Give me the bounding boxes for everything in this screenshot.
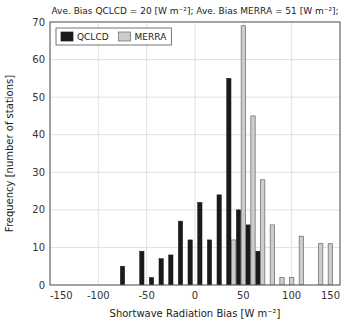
bar [140,251,144,285]
bar [256,251,260,285]
y-tick-label: 70 [32,17,45,28]
series-0 [120,78,260,285]
x-tick-label: -150 [50,290,73,301]
x-axis-label: Shortwave Radiation Bias [W m⁻²] [110,308,281,319]
x-grid-line [146,22,147,285]
bar [270,225,274,285]
legend-label: MERRA [135,32,168,42]
x-tick-label: 100 [282,290,301,301]
y-tick-label: 40 [32,129,45,140]
y-tick-label: 0 [39,280,45,291]
y-tick-label: 20 [32,204,45,215]
bar [159,259,163,285]
bar [328,244,332,285]
bar [120,266,124,285]
y-tick-label: 10 [32,242,45,253]
legend-box [56,28,171,45]
y-tick-label: 30 [32,167,45,178]
legend: QCLCD MERRA [56,28,171,45]
plot-frame [50,22,340,285]
series-1 [231,26,332,285]
x-grid-line [195,22,196,285]
x-tick-label: -100 [87,290,110,301]
bar [169,255,173,285]
y-tick-label: 50 [32,92,45,103]
plot-background [50,22,340,285]
bar [299,236,303,285]
grid [50,22,340,285]
chart: 0 10 20 30 40 50 60 70 -150 -100 -50 0 50 100 150 Ave. … [0,0,354,325]
x-tick-label: -50 [138,290,154,301]
bar [231,240,235,285]
legend-label: QCLCD [77,32,109,42]
bar [251,116,255,285]
bar [318,244,322,285]
bar [260,180,264,285]
x-tick-label: 150 [321,290,340,301]
x-grid-line [98,22,99,285]
legend-swatch [119,32,131,41]
bars [120,26,332,285]
bar [227,78,231,285]
bar [289,277,293,285]
bar [207,240,211,285]
bar [241,26,245,285]
x-tick-label: 50 [237,290,250,301]
bar [217,195,221,285]
bar [246,225,250,285]
legend-swatch [61,32,73,41]
y-tick-label: 60 [32,54,45,65]
bar [198,202,202,285]
x-tick-label: 0 [192,290,198,301]
bar [188,240,192,285]
x-grid-line [291,22,292,285]
y-axis-label: Frequency [number of stations] [4,75,15,232]
title: Ave. Bias QCLCD = 20 [W m⁻²]; Ave. Bias … [51,6,338,16]
bar [149,277,153,285]
bar [280,277,284,285]
bar [178,221,182,285]
bar [236,210,240,285]
